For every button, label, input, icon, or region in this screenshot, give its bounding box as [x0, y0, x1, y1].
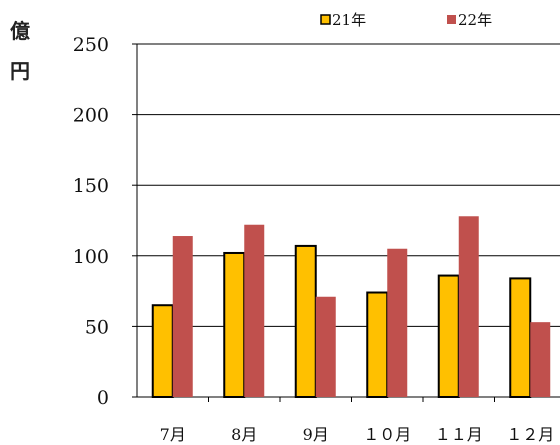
category-label: １１月: [435, 425, 483, 444]
category-label: １０月: [363, 425, 411, 444]
legend-swatch: [320, 14, 331, 25]
unit-label-bottom: 円: [10, 59, 30, 83]
bar-series1: [223, 251, 246, 398]
y-tick-label: 150: [73, 175, 109, 197]
bar-series1: [151, 304, 174, 398]
bar-series2: [530, 322, 551, 397]
unit-label-top: 億: [10, 19, 30, 43]
y-tick-label: 200: [73, 105, 109, 127]
bar-series2: [244, 224, 265, 397]
bar-series1: [509, 277, 532, 398]
bar-series2: [315, 296, 336, 397]
bar-series1: [437, 274, 460, 398]
bar-series2: [387, 248, 408, 397]
bar-series2: [172, 236, 193, 397]
legend-label: 22年: [458, 11, 492, 29]
y-tick-label: 0: [97, 387, 109, 409]
legend-label: 21年: [332, 11, 366, 29]
bar-series1: [366, 291, 389, 398]
category-label: 8月: [231, 425, 257, 444]
y-tick-label: 250: [73, 34, 109, 56]
bar-series1: [294, 244, 317, 398]
category-label: １２月: [506, 425, 554, 444]
legend-swatch: [447, 15, 456, 24]
category-label: 9月: [303, 425, 329, 444]
y-tick-label: 100: [73, 246, 109, 268]
bar-series2: [458, 216, 479, 397]
category-label: 7月: [160, 425, 186, 444]
y-tick-label: 50: [85, 316, 109, 338]
